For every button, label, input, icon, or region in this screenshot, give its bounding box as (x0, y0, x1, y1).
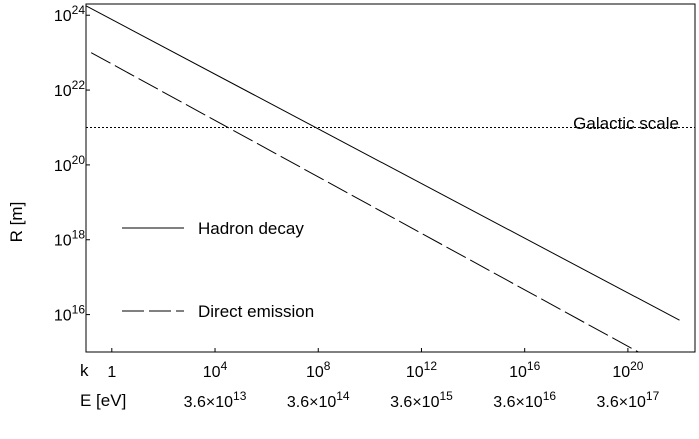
x-tick-label: 108 (306, 359, 331, 381)
y-tick-label: 1020 (54, 153, 85, 175)
legend-label-hadron-decay: Hadron decay (198, 219, 304, 238)
x-tick-label: 1012 (406, 359, 437, 381)
x-tick-labels: 1 104 108 1012 1016 1020 (107, 348, 644, 381)
x2-tick-labels: 3.6×1013 3.6×1014 3.6×1015 3.6×1016 3.6×1017 (184, 389, 660, 411)
y-axis-title: R [m] (7, 202, 26, 243)
y-tick-label: 1018 (54, 228, 85, 250)
x2-tick-label: 3.6×1017 (597, 389, 660, 411)
x-tick-label: 1 (107, 364, 116, 381)
series-line-direct-emission (90, 52, 640, 352)
y-tick-label: 1016 (54, 303, 85, 325)
y-tick-labels: 1016 1018 1020 1022 1024 (54, 3, 90, 325)
legend: Hadron decay Direct emission (122, 219, 314, 321)
plot-frame (85, 3, 696, 353)
x2-tick-label: 3.6×1014 (287, 389, 350, 411)
x-tick-label: 1020 (612, 359, 643, 381)
series-layer (86, 5, 680, 352)
x-tick-label: 1016 (509, 359, 540, 381)
legend-label-direct-emission: Direct emission (198, 302, 314, 321)
x-axis-title-energy: E [eV] (80, 391, 126, 410)
x-tick-label: 104 (203, 359, 228, 381)
y-tick-label: 1024 (54, 3, 85, 25)
x2-tick-label: 3.6×1016 (493, 389, 556, 411)
series-line-hadron-decay (86, 5, 680, 321)
y-tick-label: 1022 (54, 78, 85, 100)
x-axis-title-k: k (80, 361, 89, 380)
x2-tick-label: 3.6×1015 (390, 389, 453, 411)
galactic-scale-label: Galactic scale (573, 114, 679, 133)
x2-tick-label: 3.6×1013 (184, 389, 247, 411)
